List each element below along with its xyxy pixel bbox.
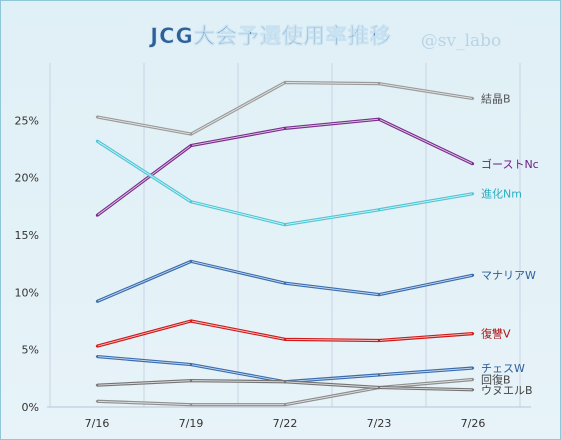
data-point (471, 273, 475, 277)
data-point (377, 339, 381, 342)
series-line (96, 354, 474, 384)
data-point (95, 115, 99, 119)
series-line (96, 259, 474, 303)
x-tick-label: 7/26 (461, 417, 486, 430)
y-tick-label: 20% (15, 172, 39, 185)
data-point (95, 345, 99, 348)
data-point (189, 260, 193, 263)
series-label: ゴーストNc (481, 157, 539, 171)
data-point (189, 379, 193, 382)
data-point (377, 373, 381, 377)
series-結晶B (95, 80, 475, 136)
data-point (471, 162, 475, 166)
x-tick-label: 7/22 (273, 417, 298, 430)
series-line (96, 80, 474, 136)
series-復讐V (95, 319, 475, 348)
data-point (471, 332, 475, 335)
y-tick-label: 25% (15, 114, 39, 127)
data-point (377, 386, 381, 389)
data-point (95, 300, 99, 303)
watermark: @sv_labo (421, 31, 502, 51)
data-point (283, 403, 287, 406)
series-line-highlight (96, 140, 474, 226)
y-tick-label: 10% (15, 286, 39, 299)
data-point (283, 223, 287, 226)
data-point (95, 384, 99, 387)
chart-title: JCG大会予選使用率推移 (148, 24, 391, 48)
series-line (96, 319, 474, 348)
series-ゴーストNc (95, 117, 475, 217)
data-point (377, 82, 381, 85)
series-label: 結晶B (481, 92, 511, 106)
data-point (377, 117, 381, 121)
data-point (189, 363, 193, 366)
series-group (95, 80, 475, 407)
data-point (189, 319, 193, 323)
series-マナリアW (95, 259, 475, 303)
y-tick-label: 15% (15, 229, 39, 242)
data-point (189, 200, 193, 203)
data-point (283, 81, 287, 84)
data-point (283, 380, 287, 383)
data-point (377, 208, 381, 211)
y-axis: 0% 5% 10% 15% 20% 25% (15, 114, 39, 414)
series-label: ウヌエルB (481, 384, 533, 397)
data-point (377, 293, 381, 296)
x-tick-label: 7/16 (85, 417, 110, 430)
data-point (471, 378, 475, 381)
x-tick-label: 7/23 (367, 417, 392, 430)
series-label: 復讐V (481, 327, 511, 341)
series-チェスW (95, 354, 475, 384)
series-ウヌエルB (95, 379, 475, 392)
series-line (96, 139, 474, 227)
series-line-highlight (96, 118, 474, 216)
data-point (471, 388, 475, 391)
series-label: 回復B (481, 373, 511, 386)
x-axis: 7/16 7/19 7/22 7/23 7/26 (85, 417, 486, 430)
series-line-highlight (96, 260, 474, 302)
data-point (283, 338, 287, 341)
series-label: チェスW (481, 362, 525, 375)
data-point (471, 97, 475, 100)
data-point (283, 281, 287, 285)
series-進化Nm (95, 139, 475, 227)
data-point (95, 400, 99, 403)
series-label: マナリアW (481, 269, 536, 282)
data-point (189, 132, 193, 136)
data-point (471, 366, 475, 370)
data-point (189, 144, 193, 147)
grid-lines (47, 63, 531, 408)
data-point (95, 355, 99, 358)
data-point (283, 127, 287, 130)
y-tick-label: 0% (22, 401, 39, 414)
data-point (189, 403, 193, 406)
x-tick-label: 7/19 (179, 417, 204, 430)
series-line (96, 117, 474, 217)
y-tick-label: 5% (22, 344, 39, 357)
data-point (95, 139, 99, 143)
series-label: 進化Nm (481, 187, 522, 201)
data-point (95, 214, 99, 217)
series-line-highlight (96, 320, 474, 347)
data-point (471, 192, 475, 195)
